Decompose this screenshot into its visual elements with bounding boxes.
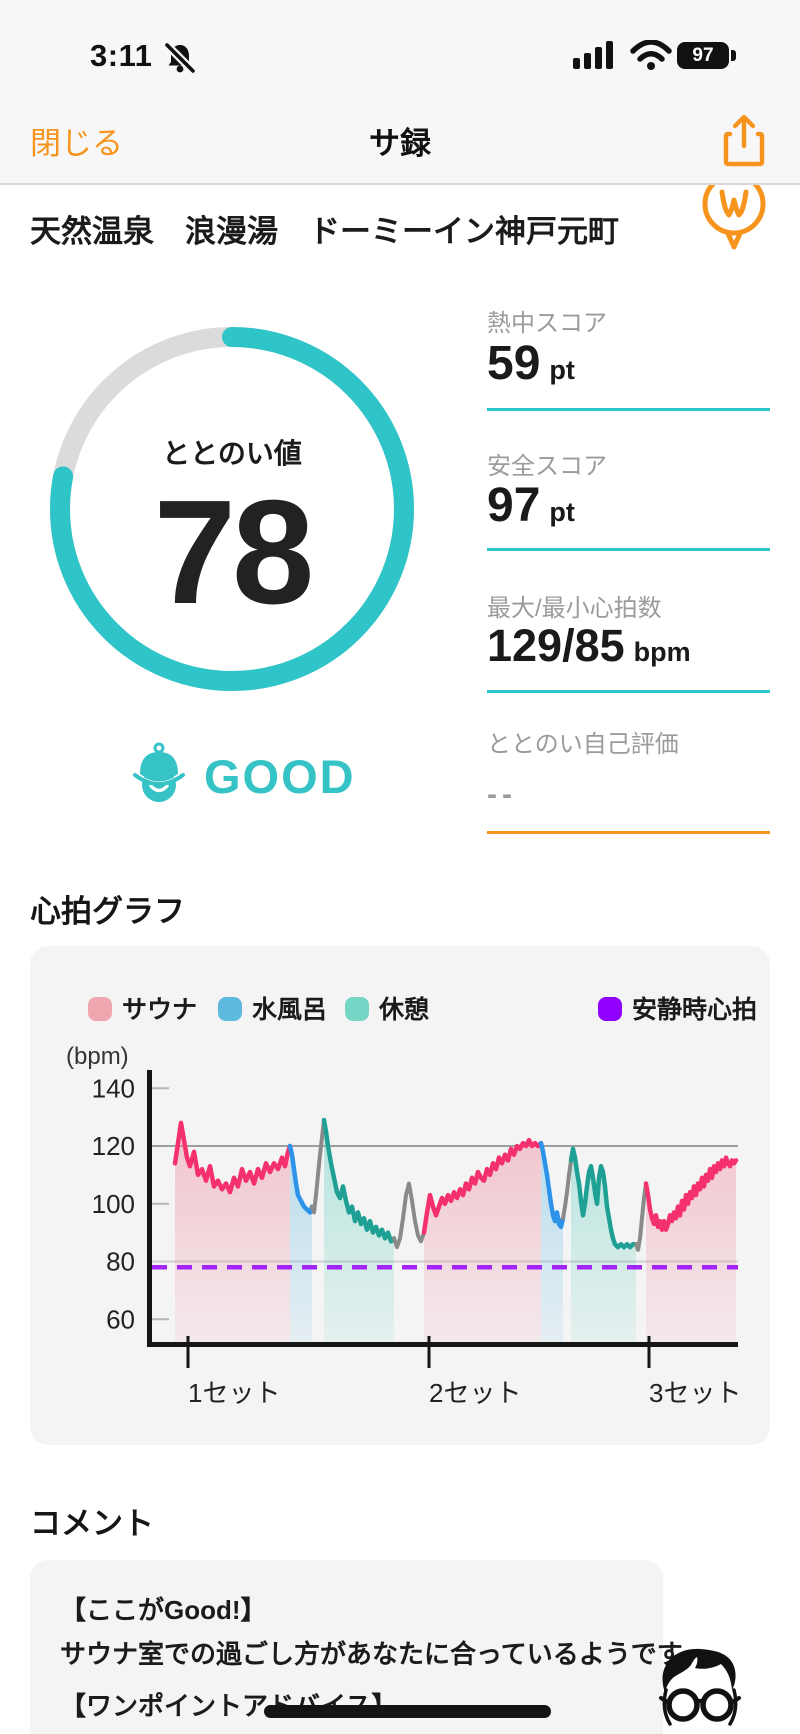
svg-text:80: 80 xyxy=(106,1247,135,1277)
svg-text:140: 140 xyxy=(92,1073,135,1103)
heart-rate-chart-card: サウナ 水風呂 休憩 安静時心拍 (bpm) 1セット 2セット 3セット 140 120 100 8… xyxy=(30,946,770,1445)
totonoi-gauge xyxy=(40,317,424,701)
svg-text:120: 120 xyxy=(92,1131,135,1161)
svg-text:サウナ: サウナ xyxy=(122,996,197,1024)
stat-label: 最大/最小心拍数 xyxy=(487,595,662,622)
status-time: 3:11 xyxy=(90,38,153,73)
signal-icon xyxy=(573,41,613,69)
rating-text: GOOD xyxy=(204,750,356,803)
stat-label: 熱中スコア xyxy=(487,310,607,337)
status-icons: 97 xyxy=(573,40,743,74)
stat-label: ととのい自己評価 xyxy=(487,731,679,758)
svg-text:休憩: 休憩 xyxy=(378,995,429,1024)
svg-text:60: 60 xyxy=(106,1304,135,1334)
stat-value: 129/85 bpm xyxy=(487,620,691,671)
stat-value: 97 pt xyxy=(487,479,575,532)
gauge-value: 78 xyxy=(153,470,315,635)
svg-text:100: 100 xyxy=(92,1189,135,1219)
svg-text:3セット: 3セット xyxy=(649,1378,741,1408)
comment-line: サウナ室での過ごし方があなたに合っているようです。 xyxy=(60,1639,707,1669)
heart-rate-chart: サウナ 水風呂 休憩 安静時心拍 (bpm) 1セット 2セット 3セット 140 120 100 8… xyxy=(66,995,757,1408)
comment-line: 【ここがGood!】 xyxy=(60,1595,267,1625)
svg-text:安静時心拍: 安静時心拍 xyxy=(632,995,757,1024)
battery-icon: 97 xyxy=(677,42,729,69)
svg-text:水風呂: 水風呂 xyxy=(252,996,327,1024)
stat-label: 安全スコア xyxy=(487,453,607,480)
share-button[interactable] xyxy=(722,112,766,175)
mascot-face-icon xyxy=(650,1644,750,1734)
svg-text:(bpm): (bpm) xyxy=(66,1043,129,1070)
svg-text:1セット: 1セット xyxy=(188,1378,280,1408)
page-title: サ録 xyxy=(369,126,431,161)
top-bar: 3:11 97 閉じる サ録 xyxy=(0,0,800,185)
comment-line: ととのうタイミングが少しズレてます。身体への負荷 xyxy=(60,1728,633,1734)
stat-value: -- xyxy=(487,778,517,811)
svg-text:2セット: 2セット xyxy=(429,1378,521,1408)
heart-rate-section-title: 心拍グラフ xyxy=(30,894,185,929)
close-button[interactable]: 閉じる xyxy=(30,126,123,161)
wifi-icon xyxy=(630,40,672,70)
stat-value: 59 pt xyxy=(487,337,575,390)
gauge-label: ととのい値 xyxy=(162,438,302,469)
facility-name: 天然温泉 浪漫湯 ドーミーイン神戸元町 xyxy=(30,214,619,249)
rating-row: GOOD xyxy=(130,742,390,811)
sauna-hat-face-icon xyxy=(130,742,188,811)
home-indicator[interactable] xyxy=(264,1705,551,1718)
comment-section-title: コメント xyxy=(30,1506,154,1541)
bell-slash-icon xyxy=(162,40,198,81)
